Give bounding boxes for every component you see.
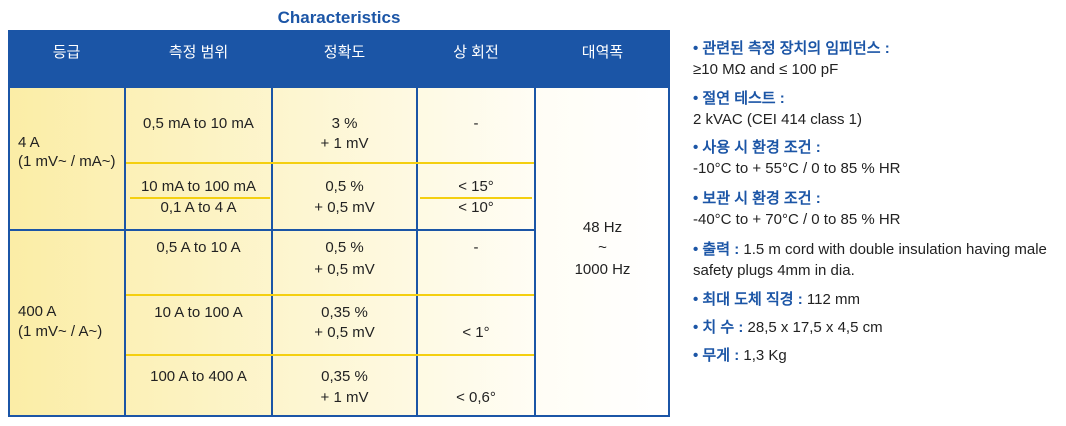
range-cell: 0,1 A to 4 A: [160, 199, 237, 216]
spec-item: 치 수 : 28,5 x 17,5 x 4,5 cm: [693, 317, 1053, 338]
accuracy-cell: 0,5 %: [325, 239, 364, 256]
spec-item: 무게 : 1,3 Kg: [693, 345, 1053, 366]
accuracy-cell: 0,35 %: [321, 304, 368, 321]
spec-item: 보관 시 환경 조건 : -40°C to + 70°C / 0 to 85 % …: [693, 188, 1053, 230]
accuracy-cell: + 1 mV: [320, 389, 369, 406]
accuracy-cell: + 0,5 mV: [314, 324, 375, 341]
header-cell: 측정 범위: [168, 44, 229, 61]
header-cell: 정확도: [323, 44, 366, 61]
spec-label: 무게 :: [693, 347, 739, 364]
range-cell: 0,5 mA to 10 mA: [143, 115, 254, 132]
bandwidth-cell: 1000 Hz: [574, 261, 631, 278]
spec-text: -10°C to + 55°C / 0 to 85 % HR: [693, 160, 901, 177]
accuracy-cell: 0,5 %: [325, 178, 364, 195]
column-line: [416, 88, 418, 417]
spec-text: 1.5 m cord with double insulation having…: [693, 241, 1047, 279]
table-body: [8, 88, 670, 417]
accuracy-cell: 0,35 %: [321, 368, 368, 385]
spec-text: ≥10 MΩ and ≤ 100 pF: [693, 61, 839, 78]
column-line: [271, 88, 273, 417]
row-line: [130, 197, 270, 199]
spec-label: 절연 테스트 :: [693, 88, 1053, 109]
group-line: [8, 229, 535, 231]
phase-cell: < 1°: [462, 324, 490, 341]
spec-item: 관련된 측정 장치의 임피던스 : ≥10 MΩ and ≤ 100 pF: [693, 38, 1053, 80]
range-cell: 10 A to 100 A: [154, 304, 243, 321]
phase-cell: -: [473, 115, 479, 132]
class-cell: 4 A: [18, 134, 40, 151]
range-cell: 10 mA to 100 mA: [140, 178, 257, 195]
spec-label: 출력 :: [693, 241, 739, 258]
spec-item: 절연 테스트 : 2 kVAC (CEI 414 class 1): [693, 88, 1053, 130]
spec-text: 1,3 Kg: [743, 347, 787, 364]
row-line: [126, 162, 534, 164]
title: Characteristics: [277, 8, 401, 27]
row-line: [126, 354, 534, 356]
row-line: [420, 197, 532, 199]
spec-text: 2 kVAC (CEI 414 class 1): [693, 111, 862, 128]
accuracy-cell: + 0,5 mV: [314, 261, 375, 278]
spec-label: 보관 시 환경 조건 :: [693, 188, 1053, 209]
column-line: [534, 88, 536, 417]
column-line: [124, 88, 126, 417]
bandwidth-cell: 48 Hz: [582, 219, 623, 236]
range-cell: 0,5 A to 10 A: [156, 239, 241, 256]
phase-cell: < 10°: [458, 199, 494, 216]
class-cell: (1 mV~ / mA~): [18, 153, 116, 170]
accuracy-cell: + 0,5 mV: [314, 199, 375, 216]
phase-cell: < 15°: [458, 178, 494, 195]
spec-label: 최대 도체 직경 :: [693, 291, 803, 308]
spec-item: 출력 : 1.5 m cord with double insulation h…: [693, 239, 1053, 281]
class-cell: (1 mV~ / A~): [18, 323, 103, 340]
spec-item: 최대 도체 직경 : 112 mm: [693, 289, 1053, 310]
spec-text: 28,5 x 17,5 x 4,5 cm: [747, 319, 883, 336]
row-line: [126, 294, 534, 296]
accuracy-cell: + 1 mV: [320, 135, 369, 152]
spec-text: 112 mm: [806, 291, 860, 308]
phase-cell: < 0,6°: [456, 389, 496, 406]
spec-label: 사용 시 환경 조건 :: [693, 137, 1053, 158]
header-cell: 상 회전: [453, 44, 499, 61]
spec-item: 사용 시 환경 조건 : -10°C to + 55°C / 0 to 85 % …: [693, 137, 1053, 179]
header-cell: 등급: [52, 44, 81, 61]
header-cell: 대역폭: [581, 44, 624, 61]
bandwidth-cell: ~: [598, 239, 607, 256]
spec-text: -40°C to + 70°C / 0 to 85 % HR: [693, 211, 901, 228]
spec-label: 관련된 측정 장치의 임피던스 :: [693, 38, 1053, 59]
table-header: [8, 30, 670, 88]
phase-cell: -: [473, 239, 479, 256]
class-cell: 400 A: [18, 303, 57, 320]
accuracy-cell: 3 %: [331, 115, 358, 132]
spec-label: 치 수 :: [693, 319, 743, 336]
range-cell: 100 A to 400 A: [150, 368, 247, 385]
